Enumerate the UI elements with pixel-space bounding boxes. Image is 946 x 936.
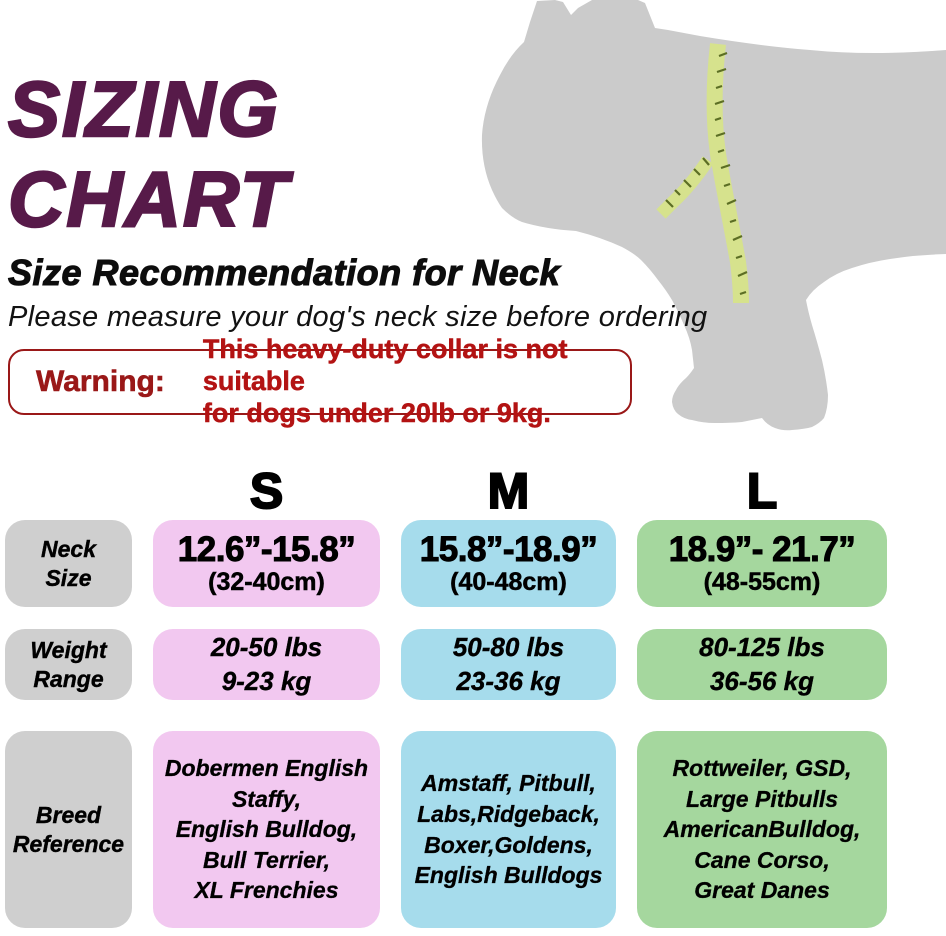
row-label-text: Neck Size bbox=[41, 536, 96, 591]
weight-range-cell-l: 80-125 lbs 36-56 kg bbox=[637, 629, 887, 700]
page-title-line1: SIZING bbox=[7, 64, 281, 155]
column-header-s: S bbox=[249, 463, 284, 519]
neck-size-cm-l: (48-55cm) bbox=[703, 568, 821, 597]
neck-size-cell-l: 18.9”- 21.7” (48-55cm) bbox=[637, 520, 887, 607]
breed-list-m: Amstaff, Pitbull, Labs,Ridgeback, Boxer,… bbox=[414, 770, 603, 889]
page-title: SIZING CHART bbox=[7, 64, 290, 245]
neck-size-cell-s: 12.6”-15.8” (32-40cm) bbox=[153, 520, 380, 607]
row-label-text: Weight Range bbox=[30, 637, 107, 692]
dog-silhouette-illustration bbox=[481, 0, 946, 431]
breed-list-l: Rottweiler, GSD, Large Pitbulls American… bbox=[663, 755, 861, 904]
measuring-tape-ticks bbox=[665, 51, 748, 296]
row-label-text: Breed Reference bbox=[12, 802, 125, 857]
row-label-neck-size: Neck Size bbox=[5, 520, 132, 607]
row-label-weight-range: Weight Range bbox=[5, 629, 132, 700]
warning-box: Warning: This heavy-duty collar is not s… bbox=[8, 334, 632, 428]
weight-range-text-m: 50-80 lbs 23-36 kg bbox=[452, 632, 565, 696]
neck-size-cell-m: 15.8”-18.9” (40-48cm) bbox=[401, 520, 616, 607]
subtitle: Size Recommendation for Neck bbox=[7, 251, 561, 293]
measure-note: Please measure your dog's neck size befo… bbox=[8, 301, 708, 333]
measuring-tape-main-strip bbox=[706, 43, 749, 304]
column-header-l: L bbox=[746, 463, 779, 519]
neck-size-inches-m: 15.8”-18.9” bbox=[419, 530, 598, 570]
neck-size-inches-s: 12.6”-15.8” bbox=[177, 530, 356, 570]
page-title-line2: CHART bbox=[7, 154, 290, 245]
size-table: S M L Neck Size 12.6”-15.8” (32-40cm) 15… bbox=[5, 462, 887, 928]
column-header-m: M bbox=[487, 463, 531, 519]
warning-message: This heavy-duty collar is not suitable f… bbox=[202, 334, 568, 428]
weight-range-text-s: 20-50 lbs 9-23 kg bbox=[210, 632, 323, 696]
weight-range-cell-m: 50-80 lbs 23-36 kg bbox=[401, 629, 616, 700]
breed-reference-cell-l: Rottweiler, GSD, Large Pitbulls American… bbox=[637, 731, 887, 928]
breed-reference-cell-s: Dobermen English Staffy, English Bulldog… bbox=[153, 731, 380, 928]
breed-list-s: Dobermen English Staffy, English Bulldog… bbox=[164, 755, 369, 904]
row-label-breed-reference: Breed Reference bbox=[5, 731, 132, 928]
neck-size-cm-s: (32-40cm) bbox=[208, 568, 325, 597]
weight-range-text-l: 80-125 lbs 36-56 kg bbox=[699, 632, 825, 696]
dog-body-silhouette bbox=[481, 0, 946, 431]
weight-range-cell-s: 20-50 lbs 9-23 kg bbox=[153, 629, 380, 700]
neck-size-inches-l: 18.9”- 21.7” bbox=[668, 530, 856, 570]
neck-size-cm-m: (40-48cm) bbox=[450, 568, 567, 597]
breed-reference-cell-m: Amstaff, Pitbull, Labs,Ridgeback, Boxer,… bbox=[401, 731, 616, 928]
warning-label: Warning: bbox=[36, 365, 165, 399]
